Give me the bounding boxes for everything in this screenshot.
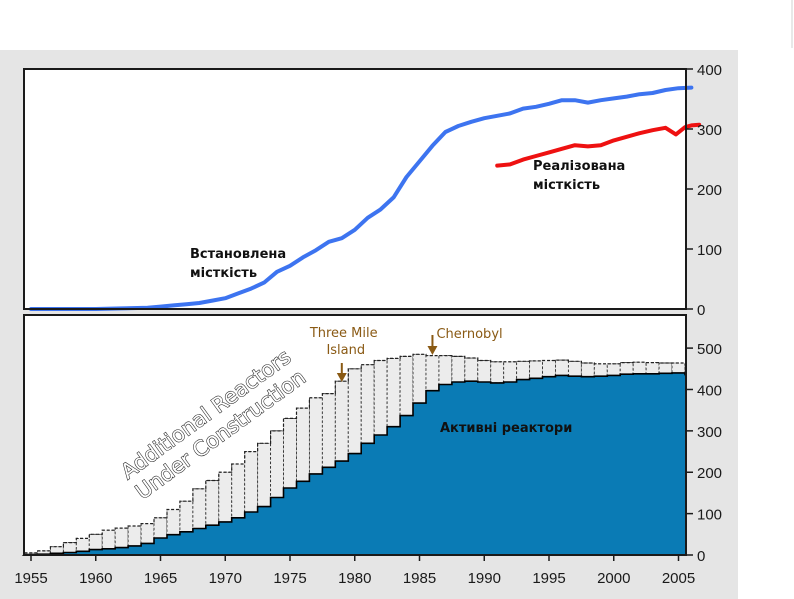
year-x-tick-label: 1995 (532, 570, 565, 587)
construction-bar (101, 529, 116, 550)
construction-bar (49, 546, 64, 554)
construction-bar (373, 360, 388, 436)
construction-bar (88, 533, 103, 551)
construction-bar (153, 517, 168, 539)
reactors-y-tick-label: 0 (697, 548, 705, 565)
capacity-y-tick-label: 200 (697, 182, 722, 199)
construction-bar (503, 361, 518, 383)
capacity-panel: 0 100 200 300 400 Встановлена місткість Реал… (23, 62, 722, 319)
construction-bar (567, 360, 582, 377)
three-mile-island-label-line-1: Three Mile (309, 326, 378, 341)
construction-bar (270, 430, 284, 498)
three-mile-island-annotation: Three Mile Island (309, 326, 382, 382)
reactors-y-axis: 0 100 200 300 400 500 (686, 341, 722, 565)
year-x-tick-label: 1960 (79, 570, 112, 587)
capacity-y-tick-label: 400 (697, 62, 722, 79)
construction-bar (296, 407, 310, 482)
construction-bar (490, 361, 505, 384)
year-x-tick-label: 2005 (662, 570, 695, 587)
construction-bar (399, 355, 414, 417)
year-x-tick-label: 1955 (14, 570, 47, 587)
capacity-y-tick-label: 300 (697, 122, 722, 139)
year-x-tick-label: 1980 (338, 570, 371, 587)
installed-capacity-line (29, 85, 694, 311)
construction-bar (244, 451, 259, 513)
year-x-tick-label: 1965 (144, 570, 177, 587)
chernobyl-arrow (427, 335, 438, 355)
construction-bar (62, 542, 77, 553)
reactors-y-tick-label: 100 (697, 507, 722, 524)
construction-bar (477, 360, 492, 383)
active-reactors-label: Активні реактори (440, 421, 572, 436)
chernobyl-annotation: Chernobyl (427, 327, 503, 355)
construction-bar (658, 362, 673, 374)
construction-bar (425, 355, 440, 392)
construction-bar (308, 397, 323, 475)
installed-capacity-label: Встановлена місткість (190, 247, 291, 281)
construction-bar (451, 355, 466, 383)
capacity-y-axis: 0 100 200 300 400 (686, 62, 722, 319)
construction-bar (321, 393, 336, 468)
construction-bar (632, 361, 647, 375)
construction-bar (205, 480, 220, 526)
chernobyl-label: Chernobyl (436, 327, 502, 342)
construction-bar (671, 362, 686, 374)
construction-bar (257, 442, 272, 508)
construction-bar (283, 417, 297, 489)
year-x-axis: 1955 1960 1965 1970 1975 1980 1985 1990 1995 2000… (14, 555, 695, 587)
construction-bar (347, 368, 362, 455)
construction-bar (114, 527, 129, 549)
three-mile-island-arrow (336, 363, 347, 382)
reactors-y-tick-label: 500 (697, 341, 722, 358)
construction-bar (231, 463, 246, 519)
capacity-y-tick-label: 0 (697, 302, 705, 319)
construction-bar (529, 360, 543, 379)
year-x-tick-label: 2000 (597, 570, 630, 587)
three-mile-island-label-line-2: Island (326, 343, 365, 358)
construction-bar (580, 362, 595, 378)
reactors-y-tick-label: 400 (697, 382, 722, 399)
construction-bar (386, 357, 401, 428)
reactors-y-tick-label: 300 (697, 424, 722, 441)
year-x-tick-label: 1975 (273, 570, 306, 587)
active-reactors-area (21, 372, 687, 556)
construction-bar (179, 500, 194, 533)
construction-total-step (24, 353, 686, 554)
construction-bar (218, 471, 233, 523)
construction-bar (166, 509, 181, 536)
three-mile-island-label: Three Mile Island (309, 326, 382, 358)
construction-bar (619, 362, 634, 375)
realized-capacity-line (495, 122, 702, 168)
construction-bar (438, 355, 453, 385)
construction-bar (140, 523, 155, 544)
construction-bar (593, 363, 608, 377)
construction-bar (542, 360, 556, 378)
installed-capacity-label-line-1: Встановлена (190, 247, 286, 262)
year-x-tick-label: 1985 (403, 570, 436, 587)
reactors-panel: 0 100 200 300 400 500 1955 1960 1965 1970 1975 198… (14, 314, 722, 587)
construction-bar (334, 380, 349, 462)
capacity-y-tick-label: 100 (697, 242, 722, 259)
installed-capacity-label-line-2: місткість (190, 266, 257, 281)
reactors-y-tick-label: 200 (697, 465, 722, 482)
construction-bar (192, 488, 207, 529)
construction-bar (127, 525, 142, 547)
construction-bar (606, 363, 621, 376)
construction-bar (75, 537, 90, 552)
capacity-plot-area (24, 69, 686, 309)
construction-bar (555, 359, 569, 376)
year-x-tick-label: 1970 (209, 570, 242, 587)
construction-bar (516, 360, 531, 381)
construction-bar (360, 364, 375, 444)
realized-capacity-label-line-1: Реалізована (533, 159, 625, 174)
realized-capacity-label-line-2: місткість (533, 178, 600, 193)
construction-bar (645, 362, 660, 375)
construction-bar (412, 353, 427, 404)
realized-capacity-label: Реалізована місткість (533, 159, 630, 193)
year-x-tick-label: 1990 (468, 570, 501, 587)
construction-bar (464, 357, 479, 382)
